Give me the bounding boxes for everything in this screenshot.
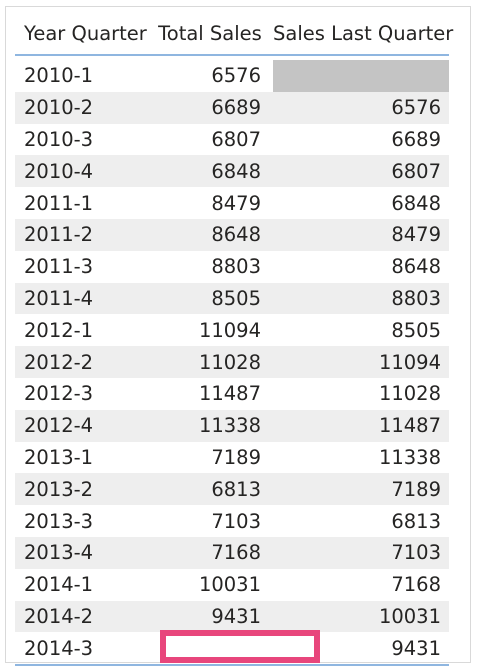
cell-year-quarter: 2014-3 xyxy=(24,636,94,660)
cell-year-quarter: 2011-3 xyxy=(24,255,94,279)
table-row[interactable]: 2011-2 8648 8479 xyxy=(15,218,449,251)
cell-year-quarter: 2010-3 xyxy=(24,127,94,151)
table-row[interactable]: 2011-3 8803 8648 xyxy=(15,251,449,283)
cell-year-quarter: 2013-2 xyxy=(24,477,94,501)
cell-year-quarter: 2010-2 xyxy=(24,96,94,120)
cell-total-sales: 9431 xyxy=(211,604,261,628)
table-row[interactable]: 2010-2 6689 6576 xyxy=(15,91,449,124)
cell-total-sales: 8803 xyxy=(211,255,261,279)
cell-total-sales: 10031 xyxy=(198,573,261,597)
table-row[interactable]: 2011-4 8505 8803 xyxy=(15,282,449,315)
cell-total-sales: 6807 xyxy=(211,127,261,151)
cell-year-quarter: 2013-4 xyxy=(24,541,94,565)
table-row[interactable]: 2011-1 8479 6848 xyxy=(15,187,449,219)
cell-sales-last-quarter: 11487 xyxy=(378,414,441,438)
cell-sales-last-quarter: 8648 xyxy=(391,255,441,279)
table-row[interactable]: 2014-3 9431 xyxy=(15,632,449,664)
cell-year-quarter: 2010-4 xyxy=(24,159,94,183)
cell-year-quarter: 2012-1 xyxy=(24,318,94,342)
cell-total-sales: 6848 xyxy=(211,159,261,183)
table-header: Year Quarter Total Sales Sales Last Quar… xyxy=(15,12,454,56)
table-bottom-border xyxy=(15,664,449,667)
cell-year-quarter: 2012-4 xyxy=(24,414,94,438)
cell-total-sales: 7168 xyxy=(211,541,261,565)
cell-year-quarter: 2011-1 xyxy=(24,191,94,215)
table-body: 2010-1 6576 2010-2 6689 6576 2010-3 6807 6689 20… xyxy=(15,60,449,664)
column-header-total-sales[interactable]: Total Sales xyxy=(158,21,262,45)
cell-year-quarter: 2011-2 xyxy=(24,223,94,247)
cell-year-quarter: 2012-3 xyxy=(24,382,94,406)
cell-year-quarter: 2013-3 xyxy=(24,509,94,533)
cell-total-sales: 8479 xyxy=(211,191,261,215)
table-row[interactable]: 2012-2 11028 11094 xyxy=(15,346,449,378)
cell-total-sales: 8505 xyxy=(211,286,261,310)
cell-sales-last-quarter: 10031 xyxy=(378,604,441,628)
table-row[interactable]: 2010-3 6807 6689 xyxy=(15,124,449,156)
table-row[interactable]: 2014-1 10031 7168 xyxy=(15,569,449,601)
cell-total-sales: 7189 xyxy=(211,445,261,469)
cell-sales-last-quarter: 7189 xyxy=(391,477,441,501)
table-row[interactable]: 2014-2 9431 10031 xyxy=(15,600,449,633)
table-row[interactable]: 2013-4 7168 7103 xyxy=(15,536,449,569)
table-row[interactable]: 2012-1 11094 8505 xyxy=(15,314,449,346)
cell-total-sales: 11338 xyxy=(198,414,261,438)
cell-year-quarter: 2014-2 xyxy=(24,604,94,628)
cell-sales-last-quarter: 8505 xyxy=(391,318,441,342)
table-row[interactable]: 2013-2 6813 7189 xyxy=(15,473,449,506)
cell-sales-last-quarter: 7103 xyxy=(391,541,441,565)
column-header-year-quarter[interactable]: Year Quarter xyxy=(24,21,147,45)
cell-sales-last-quarter: 11094 xyxy=(378,350,441,374)
column-header-sales-last-quarter[interactable]: Sales Last Quarter xyxy=(273,21,454,45)
cell-sales-last-quarter: 11028 xyxy=(378,382,441,406)
cell-total-sales: 6576 xyxy=(211,64,261,88)
cell-total-sales: 6813 xyxy=(211,477,261,501)
table-row[interactable]: 2012-3 11487 11028 xyxy=(15,378,449,410)
table-row[interactable]: 2012-4 11338 11487 xyxy=(15,409,449,442)
cell-sales-last-quarter: 7168 xyxy=(391,573,441,597)
cell-year-quarter: 2011-4 xyxy=(24,286,94,310)
cell-total-sales: 8648 xyxy=(211,223,261,247)
cell-sales-last-quarter: 6813 xyxy=(391,509,441,533)
table-row[interactable]: 2013-1 7189 11338 xyxy=(15,442,449,474)
table-row[interactable]: 2010-4 6848 6807 xyxy=(15,155,449,188)
table-row[interactable]: 2010-1 6576 xyxy=(15,60,449,92)
highlight-box xyxy=(160,630,320,663)
cell-sales-last-quarter: 6848 xyxy=(391,191,441,215)
cell-total-sales: 6689 xyxy=(211,96,261,120)
cell-total-sales: 11094 xyxy=(198,318,261,342)
sales-table: Year Quarter Total Sales Sales Last Quar… xyxy=(15,12,454,667)
cell-sales-last-quarter: 6689 xyxy=(391,127,441,151)
cell-year-quarter: 2012-2 xyxy=(24,350,94,374)
table-row[interactable]: 2013-3 7103 6813 xyxy=(15,505,449,537)
cell-sales-last-quarter xyxy=(273,60,449,92)
cell-year-quarter: 2013-1 xyxy=(24,445,94,469)
cell-sales-last-quarter: 6576 xyxy=(391,96,441,120)
cell-sales-last-quarter: 8479 xyxy=(391,223,441,247)
cell-sales-last-quarter: 6807 xyxy=(391,159,441,183)
cell-sales-last-quarter: 11338 xyxy=(378,445,441,469)
cell-sales-last-quarter: 9431 xyxy=(391,636,441,660)
cell-year-quarter: 2014-1 xyxy=(24,573,94,597)
cell-sales-last-quarter: 8803 xyxy=(391,286,441,310)
cell-year-quarter: 2010-1 xyxy=(24,64,94,88)
cell-total-sales: 11487 xyxy=(198,382,261,406)
cell-total-sales: 11028 xyxy=(198,350,261,374)
cell-total-sales: 7103 xyxy=(211,509,261,533)
